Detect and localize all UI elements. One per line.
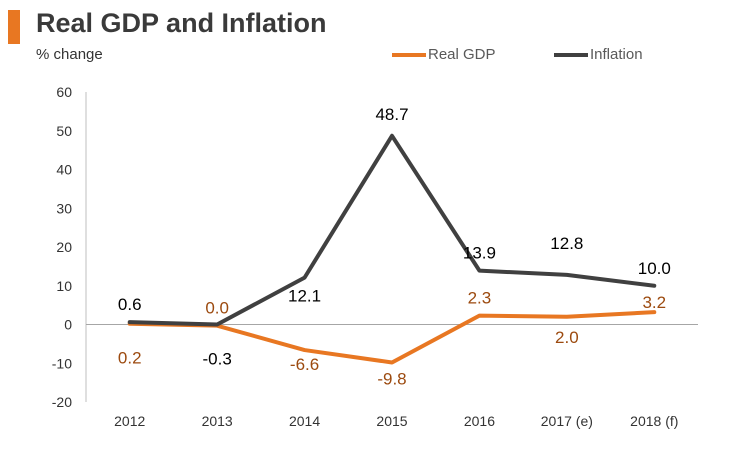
x-tick-label: 2013 bbox=[202, 413, 233, 429]
x-tick-label: 2018 (f) bbox=[630, 413, 678, 429]
data-label-inflation: 0.6 bbox=[118, 295, 142, 314]
y-tick-label: 50 bbox=[56, 123, 72, 139]
data-label-real-gdp: 3.2 bbox=[642, 293, 666, 312]
data-label-real-gdp: 2.3 bbox=[468, 289, 492, 308]
legend-item-real-gdp: Real GDP bbox=[392, 46, 496, 63]
data-label-real-gdp: -9.8 bbox=[377, 369, 406, 388]
data-label-real-gdp: 0.2 bbox=[118, 349, 142, 368]
x-tick-label: 2016 bbox=[464, 413, 495, 429]
y-tick-label: 0 bbox=[64, 317, 72, 333]
y-axis-unit-label: % change bbox=[36, 46, 103, 63]
data-label-inflation: 12.8 bbox=[550, 234, 583, 253]
y-tick-label: 40 bbox=[56, 162, 72, 178]
x-tick-label: 2017 (e) bbox=[541, 413, 593, 429]
legend-label-real-gdp: Real GDP bbox=[428, 46, 496, 63]
data-label-real-gdp: 0.0 bbox=[205, 299, 229, 318]
data-label-inflation: 13.9 bbox=[463, 244, 496, 263]
data-label-real-gdp: -6.6 bbox=[290, 355, 319, 374]
data-label-inflation: 12.1 bbox=[288, 287, 321, 306]
x-tick-label: 2015 bbox=[376, 413, 407, 429]
series-line-inflation bbox=[127, 133, 657, 327]
y-tick-label: 20 bbox=[56, 239, 72, 255]
chart-title: Real GDP and Inflation bbox=[36, 8, 327, 38]
data-label-inflation: 10.0 bbox=[638, 259, 671, 278]
y-tick-label: 60 bbox=[56, 84, 72, 100]
data-label-inflation: 48.7 bbox=[375, 105, 408, 124]
title-accent-bar bbox=[8, 10, 20, 44]
legend-swatch-inflation bbox=[554, 52, 588, 57]
y-tick-label: -20 bbox=[52, 394, 72, 410]
legend-swatch-real-gdp bbox=[392, 52, 426, 57]
data-label-real-gdp: 2.0 bbox=[555, 328, 579, 347]
data-label-inflation: -0.3 bbox=[202, 350, 231, 369]
legend-label-inflation: Inflation bbox=[590, 46, 643, 63]
y-tick-label: -10 bbox=[52, 355, 72, 371]
x-tick-label: 2014 bbox=[289, 413, 320, 429]
x-tick-label: 2012 bbox=[114, 413, 145, 429]
legend-item-inflation: Inflation bbox=[554, 46, 643, 63]
y-tick-label: 30 bbox=[56, 200, 72, 216]
y-tick-label: 10 bbox=[56, 278, 72, 294]
